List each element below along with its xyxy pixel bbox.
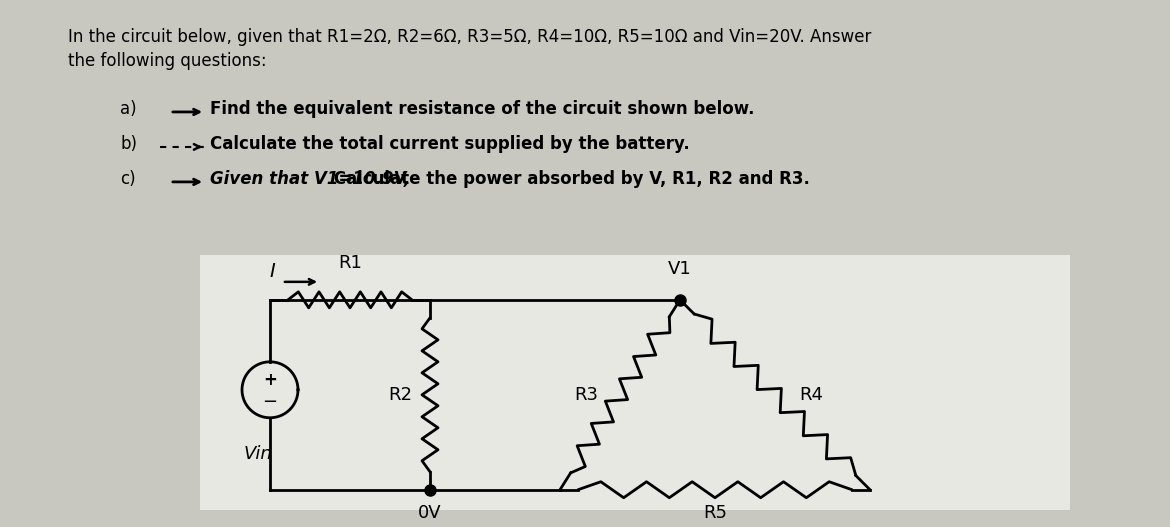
Text: b): b) bbox=[121, 135, 137, 153]
Text: the following questions:: the following questions: bbox=[68, 52, 267, 70]
Text: c): c) bbox=[121, 170, 136, 188]
Text: V1: V1 bbox=[668, 260, 691, 278]
Text: R2: R2 bbox=[388, 386, 412, 404]
Text: R5: R5 bbox=[703, 504, 727, 522]
Text: Find the equivalent resistance of the circuit shown below.: Find the equivalent resistance of the ci… bbox=[209, 100, 755, 118]
FancyBboxPatch shape bbox=[200, 255, 1071, 510]
Text: +: + bbox=[263, 371, 277, 389]
Text: R4: R4 bbox=[799, 386, 823, 404]
Text: a): a) bbox=[121, 100, 137, 118]
Text: I: I bbox=[269, 262, 275, 281]
Text: R1: R1 bbox=[338, 254, 362, 272]
Text: −: − bbox=[262, 393, 277, 411]
Text: 0V: 0V bbox=[418, 504, 442, 522]
Text: In the circuit below, given that R1=2Ω, R2=6Ω, R3=5Ω, R4=10Ω, R5=10Ω and Vin=20V: In the circuit below, given that R1=2Ω, … bbox=[68, 28, 872, 46]
Text: Given that V1=10.9V,: Given that V1=10.9V, bbox=[209, 170, 411, 188]
Text: Calculate the total current supplied by the battery.: Calculate the total current supplied by … bbox=[209, 135, 690, 153]
Text: Vin: Vin bbox=[243, 445, 273, 463]
Text: R3: R3 bbox=[574, 386, 598, 404]
Text: Calculate the power absorbed by V, R1, R2 and R3.: Calculate the power absorbed by V, R1, R… bbox=[328, 170, 810, 188]
